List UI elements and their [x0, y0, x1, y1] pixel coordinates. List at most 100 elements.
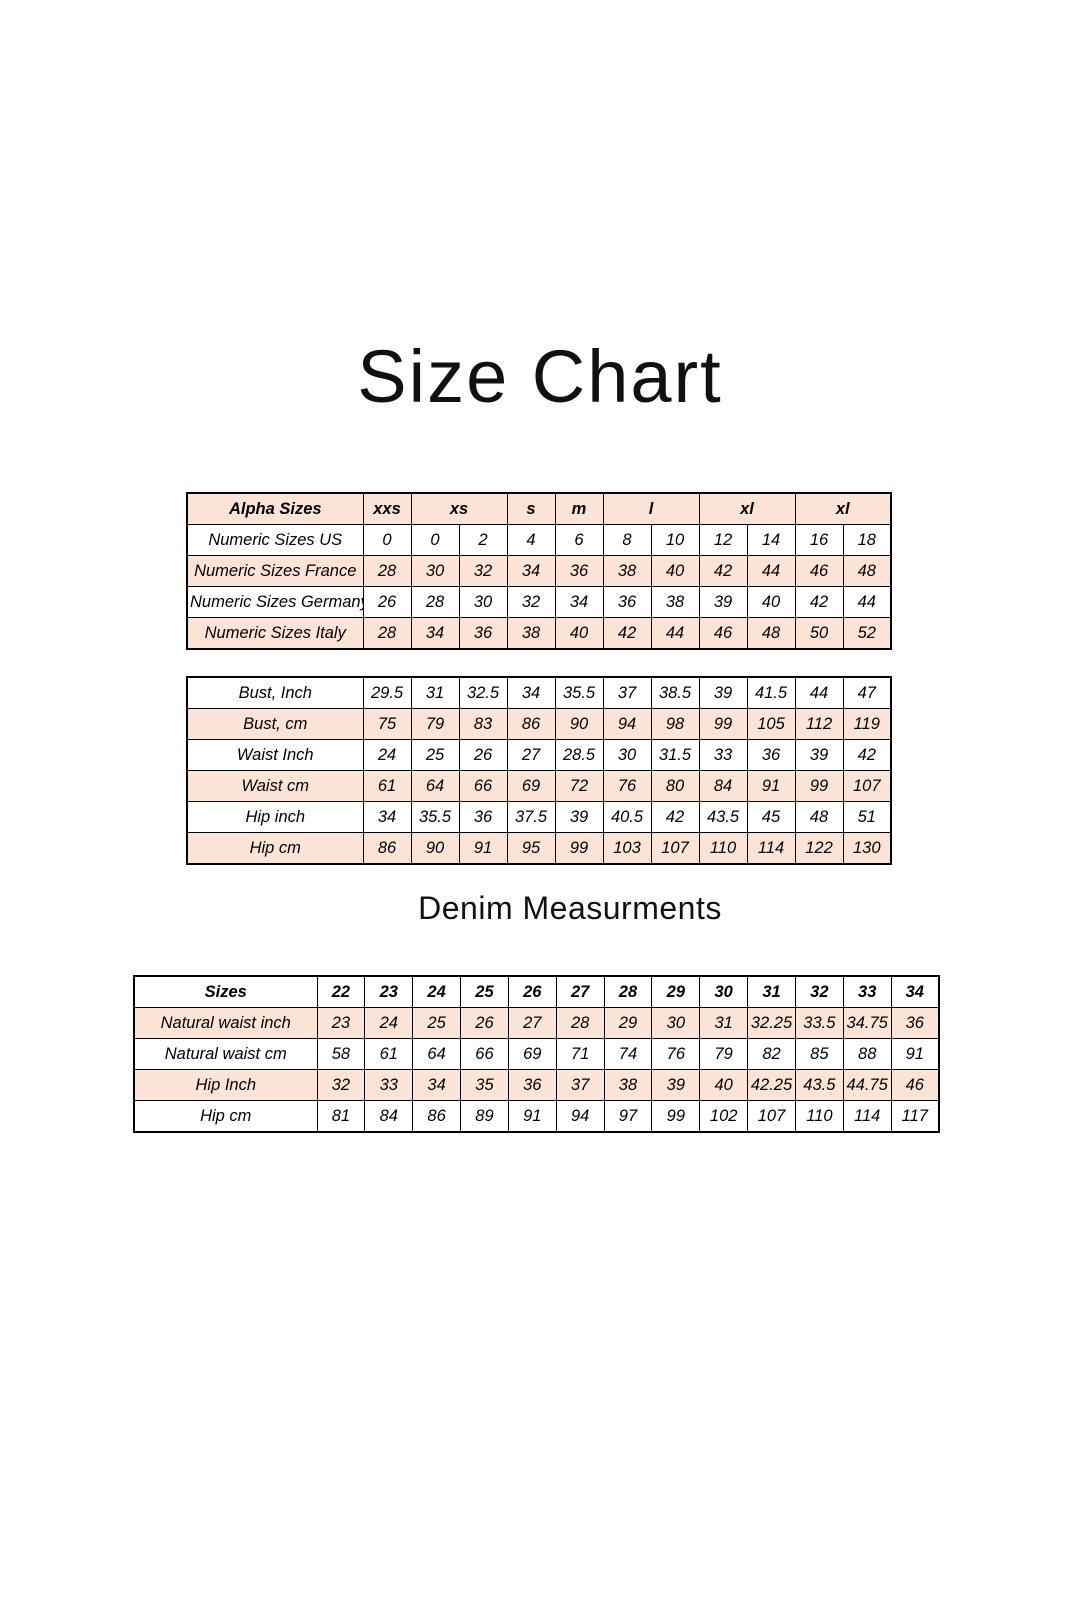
value-cell: 64 — [410, 770, 460, 802]
value-cell: 42.25 — [747, 1069, 796, 1101]
row-label-cell: Natural waist cm — [133, 1038, 318, 1070]
row-label-cell: Hip inch — [186, 801, 364, 833]
row-label-cell: Numeric Sizes Germany — [186, 586, 364, 618]
value-cell: 39 — [794, 739, 844, 771]
column-header-cell: 31 — [747, 975, 796, 1008]
value-cell: 28.5 — [554, 739, 604, 771]
value-cell: 27 — [507, 1007, 557, 1039]
value-cell: 51 — [842, 801, 892, 833]
value-cell: 43.5 — [794, 1069, 844, 1101]
value-cell: 66 — [458, 770, 508, 802]
value-cell: 34 — [506, 676, 556, 709]
table-row: Numeric Sizes Germany 26 28 30 32 34 36 38 39 40 4… — [186, 586, 892, 618]
value-cell: 35.5 — [410, 801, 460, 833]
value-cell: 46 — [698, 617, 748, 650]
value-cell: 97 — [603, 1100, 653, 1133]
value-cell: 24 — [362, 739, 412, 771]
table-row: Hip inch 34 35.5 36 37.5 39 40.5 42 43.5 45 48 51 — [186, 801, 892, 833]
value-cell: 34 — [412, 1069, 462, 1101]
column-header-cell: xxs — [362, 492, 412, 525]
table-row: Numeric Sizes France 28 30 32 34 36 38 40 42 44 46… — [186, 555, 892, 587]
column-header-cell: xl — [794, 492, 892, 525]
value-cell: 36 — [554, 555, 604, 587]
value-cell: 84 — [698, 770, 748, 802]
value-cell: 28 — [362, 617, 412, 650]
value-cell: 36 — [602, 586, 652, 618]
value-cell: 86 — [362, 832, 412, 865]
value-cell: 32.5 — [458, 676, 508, 709]
value-cell: 36 — [890, 1007, 940, 1039]
value-cell: 122 — [794, 832, 844, 865]
value-cell: 110 — [698, 832, 748, 865]
value-cell: 39 — [554, 801, 604, 833]
row-label-cell: Waist cm — [186, 770, 364, 802]
value-cell: 99 — [554, 832, 604, 865]
body-measurements-table: Bust, Inch 29.5 31 32.5 34 35.5 37 38.5 39 41.5 44… — [186, 676, 892, 865]
column-header-cell: m — [554, 492, 604, 525]
value-cell: 16 — [794, 524, 844, 556]
value-cell: 8 — [602, 524, 652, 556]
value-cell: 18 — [842, 524, 892, 556]
value-cell: 37.5 — [506, 801, 556, 833]
value-cell: 28 — [362, 555, 412, 587]
value-cell: 26 — [458, 739, 508, 771]
value-cell: 34.75 — [842, 1007, 892, 1039]
value-cell: 74 — [603, 1038, 653, 1070]
value-cell: 10 — [650, 524, 700, 556]
column-header-cell: 33 — [842, 975, 892, 1008]
value-cell: 32 — [316, 1069, 366, 1101]
value-cell: 33 — [364, 1069, 414, 1101]
value-cell: 81 — [316, 1100, 366, 1133]
value-cell: 40.5 — [602, 801, 652, 833]
value-cell: 42 — [698, 555, 748, 587]
value-cell: 36 — [507, 1069, 557, 1101]
table-row: Hip cm 86 90 91 95 99 103 107 110 114 122 130 — [186, 832, 892, 865]
value-cell: 69 — [506, 770, 556, 802]
denim-header-row: Sizes 22 23 24 25 26 27 28 29 30 31 32 33 34 — [133, 975, 940, 1008]
column-header-cell: s — [506, 492, 556, 525]
value-cell: 44.75 — [842, 1069, 892, 1101]
value-cell: 28 — [555, 1007, 605, 1039]
column-header-cell: l — [602, 492, 700, 525]
value-cell: 44 — [842, 586, 892, 618]
value-cell: 12 — [698, 524, 748, 556]
value-cell: 25 — [410, 739, 460, 771]
table-row: Waist Inch 24 25 26 27 28.5 30 31.5 33 36 39 42 — [186, 739, 892, 771]
column-header-cell: 26 — [507, 975, 557, 1008]
value-cell: 36 — [458, 617, 508, 650]
value-cell: 90 — [410, 832, 460, 865]
value-cell: 39 — [651, 1069, 701, 1101]
column-header-cell: Sizes — [133, 975, 318, 1008]
value-cell: 114 — [746, 832, 796, 865]
column-header-cell: xs — [410, 492, 508, 525]
value-cell: 107 — [650, 832, 700, 865]
value-cell: 46 — [794, 555, 844, 587]
value-cell: 64 — [412, 1038, 462, 1070]
table-row: Bust, cm 75 79 83 86 90 94 98 99 105 112 119 — [186, 708, 892, 740]
row-label-cell: Numeric Sizes Italy — [186, 617, 364, 650]
value-cell: 0 — [362, 524, 412, 556]
value-cell: 39 — [698, 586, 748, 618]
value-cell: 47 — [842, 676, 892, 709]
column-header-cell: 23 — [364, 975, 414, 1008]
table-row: Natural waist inch 23 24 25 26 27 28 29 30 31 32.2… — [133, 1007, 940, 1039]
value-cell: 79 — [699, 1038, 749, 1070]
value-cell: 34 — [410, 617, 460, 650]
page-title: Size Chart — [357, 335, 723, 418]
alpha-header-row: Alpha Sizes xxs xs s m l xl xl — [186, 492, 892, 525]
value-cell: 38 — [650, 586, 700, 618]
value-cell: 33 — [698, 739, 748, 771]
value-cell: 38.5 — [650, 676, 700, 709]
value-cell: 66 — [460, 1038, 509, 1070]
row-label-cell: Waist Inch — [186, 739, 364, 771]
value-cell: 91 — [746, 770, 796, 802]
value-cell: 110 — [794, 1100, 844, 1133]
value-cell: 36 — [746, 739, 796, 771]
value-cell: 91 — [507, 1100, 557, 1133]
table-row: Waist cm 61 64 66 69 72 76 80 84 91 99 107 — [186, 770, 892, 802]
value-cell: 40 — [746, 586, 796, 618]
value-cell: 30 — [458, 586, 508, 618]
value-cell: 31 — [410, 676, 460, 709]
value-cell: 91 — [458, 832, 508, 865]
table-row: Hip cm 81 84 86 89 91 94 97 99 102 107 110 114 117 — [133, 1100, 940, 1133]
